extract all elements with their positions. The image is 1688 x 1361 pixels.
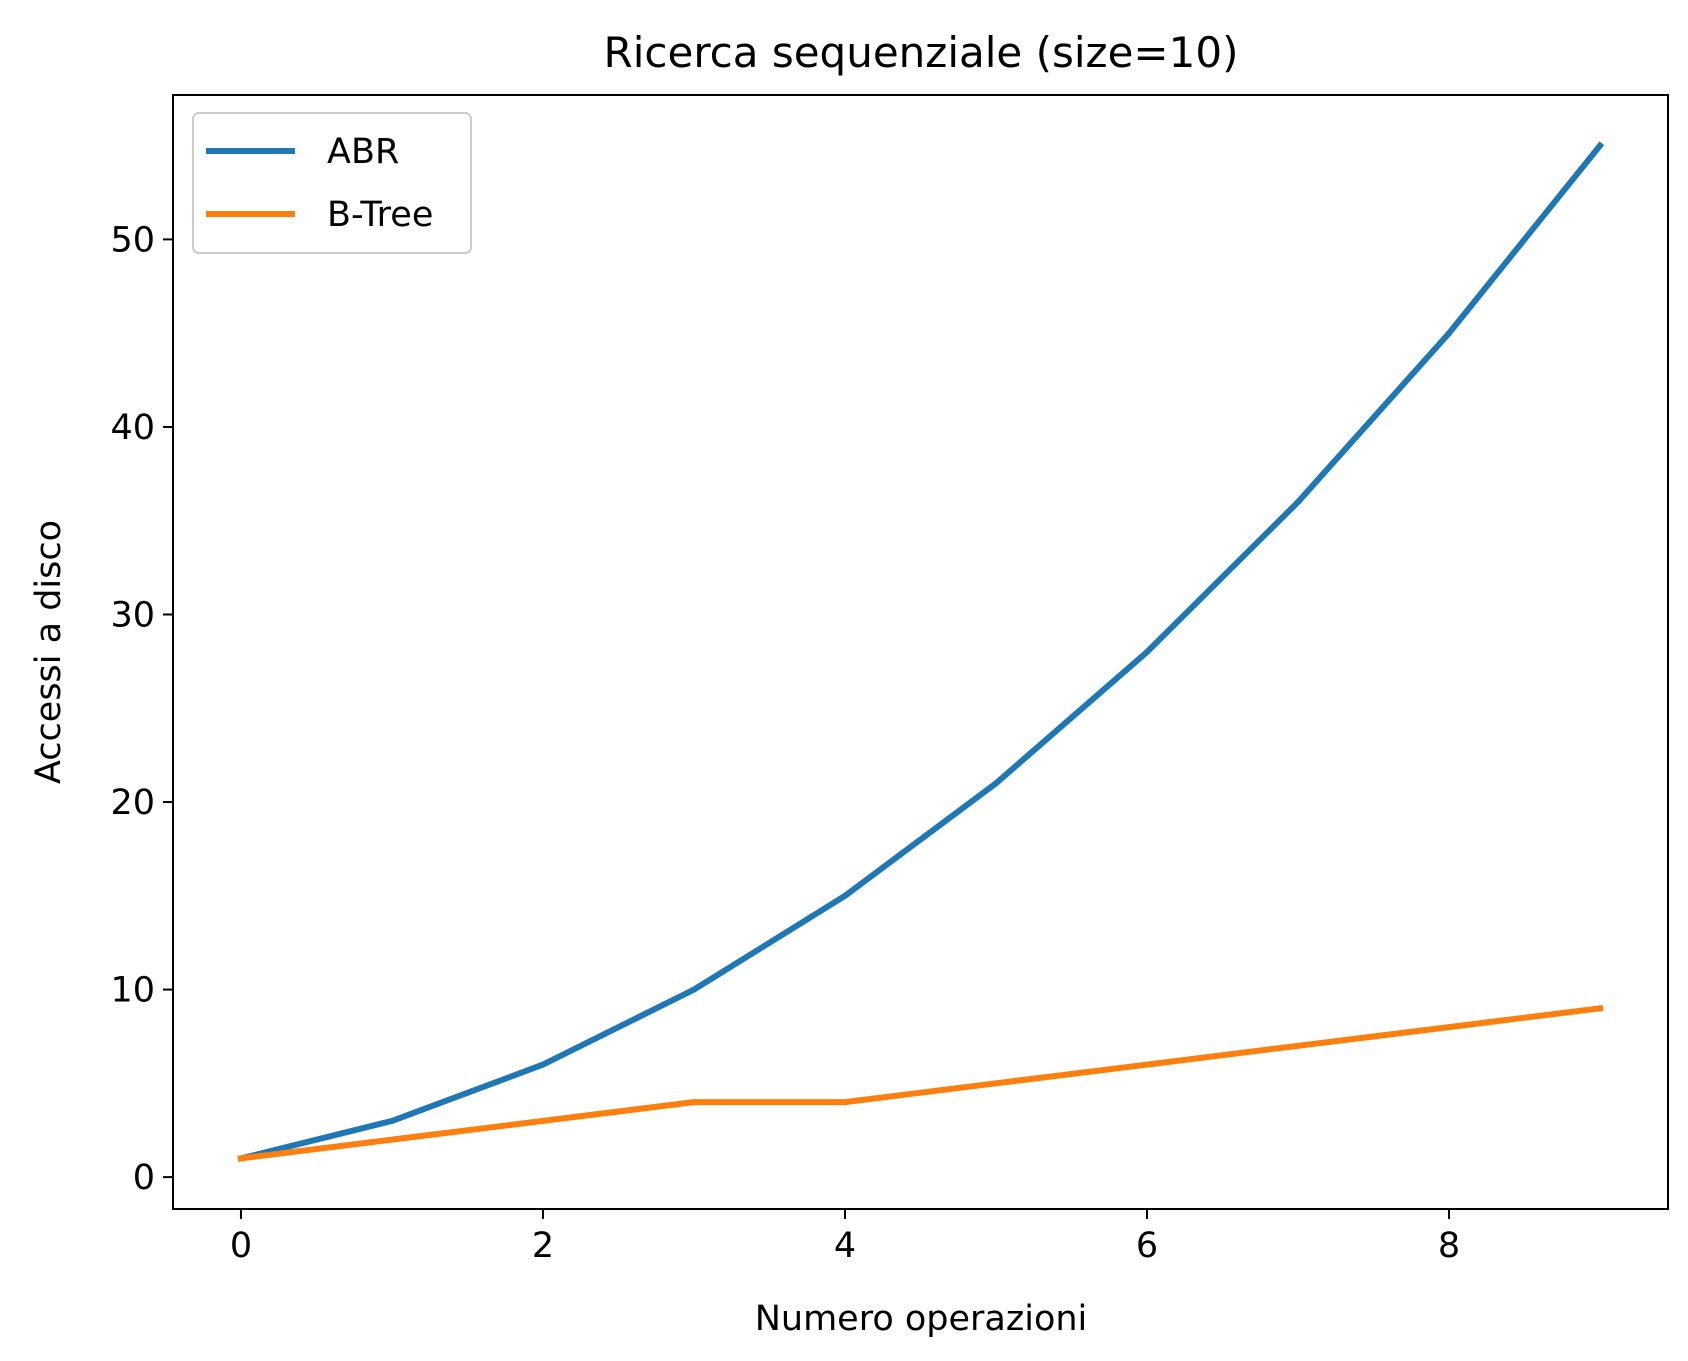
data-point-0-1 — [389, 1117, 395, 1124]
x-tick-label: 0 — [230, 1226, 252, 1266]
data-point-0-2 — [540, 1061, 546, 1068]
x-axis: 0 2 4 6 8 — [230, 1209, 1460, 1266]
series-line-0 — [237, 141, 1605, 1163]
y-tick-label: 30 — [110, 595, 155, 635]
data-point-0-9 — [1597, 142, 1603, 149]
data-point-1-5 — [993, 1080, 999, 1087]
data-point-1-0 — [238, 1155, 244, 1162]
data-point-1-1 — [389, 1136, 395, 1143]
data-point-0-7 — [1295, 499, 1301, 505]
x-tick-label: 4 — [834, 1226, 856, 1266]
data-point-1-9 — [1597, 1005, 1603, 1012]
plot-frame — [172, 94, 1669, 1210]
data-point-1-8 — [1446, 1024, 1452, 1031]
data-point-0-3 — [691, 986, 697, 993]
data-point-0-4 — [842, 892, 848, 899]
y-tick-label: 50 — [110, 220, 155, 260]
data-point-1-6 — [1144, 1061, 1150, 1068]
y-tick-label: 40 — [110, 408, 155, 448]
x-axis-label: Numero operazioni — [755, 1299, 1088, 1339]
y-tick-label: 0 — [133, 1158, 155, 1198]
legend: ABR B-Tree — [192, 112, 472, 254]
x-tick-label: 2 — [532, 1226, 554, 1266]
data-point-1-4 — [842, 1099, 848, 1106]
data-point-0-5 — [993, 780, 999, 787]
y-tick-label: 20 — [110, 783, 155, 823]
x-tick-label: 8 — [1438, 1226, 1460, 1266]
y-axis-label: Accessi a disco — [29, 520, 69, 784]
data-point-1-7 — [1295, 1042, 1301, 1049]
y-axis: 0 10 20 30 40 50 — [110, 220, 173, 1198]
series-layer — [237, 141, 1605, 1163]
series-line-1 — [237, 1004, 1604, 1162]
data-point-1-2 — [540, 1117, 546, 1124]
chart-title: Ricerca sequenziale (size=10) — [604, 28, 1239, 77]
data-point-0-8 — [1446, 330, 1452, 337]
data-point-0-6 — [1144, 649, 1150, 655]
legend-label: ABR — [327, 132, 399, 172]
data-point-1-3 — [691, 1099, 697, 1106]
x-tick-label: 6 — [1136, 1226, 1158, 1266]
legend-label: B-Tree — [327, 195, 433, 235]
y-tick-label: 10 — [110, 971, 155, 1011]
